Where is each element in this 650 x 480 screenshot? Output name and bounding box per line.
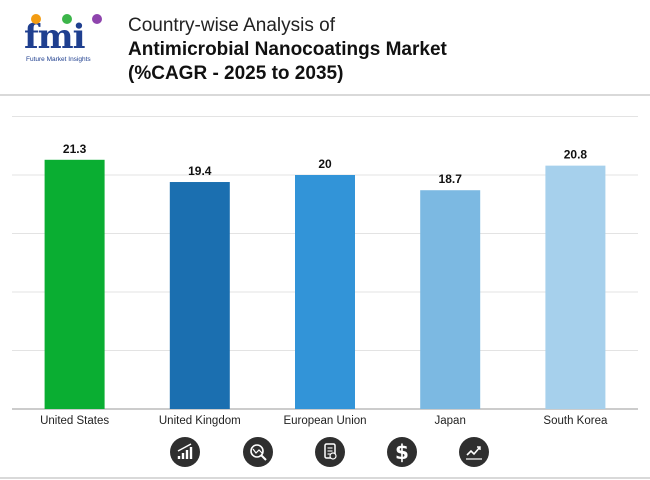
value-labels: 21.3 19.4 20 18.7 20.8 [63, 142, 587, 186]
bars [44, 159, 606, 409]
gridlines [12, 116, 638, 410]
value-label: 20 [318, 157, 332, 171]
header-divider [0, 94, 650, 96]
chart-title: Country-wise Analysis of Antimicrobial N… [128, 14, 628, 86]
category-label: United Kingdom [159, 415, 241, 427]
bar [169, 182, 230, 409]
svg-text:$: $ [395, 440, 409, 464]
logo-dot-green [62, 14, 72, 24]
logo-wordmark: fmi [24, 17, 86, 57]
footer-icons: $ [170, 437, 489, 467]
bar [545, 165, 606, 409]
title-line-1: Country-wise Analysis of [128, 15, 335, 36]
category-label: South Korea [543, 415, 608, 427]
title-line-2: Antimicrobial Nanocoatings Market [128, 39, 447, 60]
category-label: Japan [435, 415, 466, 427]
growth-chart-icon [170, 437, 200, 467]
title-line-3: (%CAGR - 2025 to 2035) [128, 63, 344, 84]
logo-dot-orange [31, 14, 41, 24]
report-document-icon [315, 437, 345, 467]
bar [295, 175, 355, 409]
bottom-divider [0, 477, 650, 479]
value-label: 21.3 [63, 142, 87, 156]
logo-tagline: Future Market Insights [26, 56, 91, 63]
bar [44, 159, 105, 409]
value-label: 19.4 [188, 164, 212, 178]
header: fmi Future Market Insights Country-wise … [0, 0, 650, 94]
value-label: 18.7 [439, 172, 463, 186]
category-labels: United States United Kingdom European Unio… [40, 415, 608, 427]
value-label: 20.8 [564, 148, 588, 162]
category-label: United States [40, 415, 109, 427]
category-label: European Union [283, 415, 366, 427]
bar [420, 190, 481, 409]
dollar-icon: $ [387, 437, 417, 467]
bar-chart: 21.3 19.4 20 18.7 20.8 United States United K… [12, 116, 638, 467]
logo-dot-purple [92, 14, 102, 24]
magnifier-trend-icon [243, 437, 273, 467]
fmi-logo: fmi Future Market Insights [22, 14, 112, 66]
trend-line-icon [459, 437, 489, 467]
